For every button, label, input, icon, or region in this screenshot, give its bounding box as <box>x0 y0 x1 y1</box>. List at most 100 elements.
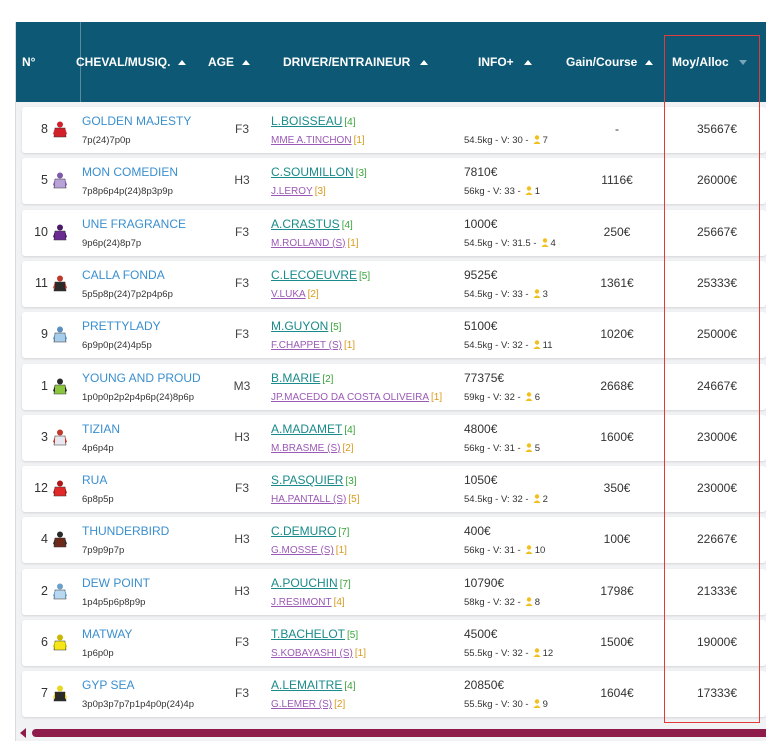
driver-link[interactable]: A.POUCHIN [7] <box>271 576 351 590</box>
horse-age: H3 <box>234 583 250 598</box>
jockey-silk-icon <box>53 172 67 190</box>
table-row[interactable]: 11 CALLA FONDA 5p5p8p(24)7p2p4p6p F3 C.LECOE… <box>22 260 766 307</box>
driver-link[interactable]: C.DEMURO [7] <box>271 524 349 538</box>
table-row[interactable]: 8 GOLDEN MAJESTY 7p(24)7p0p F3 L.BOISSEAU [4]… <box>22 107 766 153</box>
info-earnings: 4500€ <box>464 627 498 641</box>
horse-name-link[interactable]: TIZIAN <box>82 421 120 436</box>
person-icon <box>521 391 535 403</box>
driver-name: C.LECOEUVRE <box>271 267 358 282</box>
table-row[interactable]: 3 TIZIAN 4p6p4p H3 A.MADAMET [4] M.BRASME (S)[… <box>22 414 766 461</box>
driver-rank: [5] <box>330 322 342 334</box>
trainer-link[interactable]: MME A.TINCHON [1] <box>271 135 365 146</box>
horse-name-link[interactable]: UNE FRAGRANCE <box>82 216 187 231</box>
trainer-rank: [1] <box>343 340 356 352</box>
table-row[interactable]: 12 RUA 6p8p5p F3 S.PASQUIER [3] HA.PANTALL (S)… <box>22 466 766 513</box>
trainer-link[interactable]: S.KOBAYASHI (S) [1] <box>271 648 366 659</box>
driver-link[interactable]: A.CRASTUS [4] <box>271 217 353 231</box>
table-row[interactable]: 2 DEW POINT 1p4p5p6p8p9p H3 A.POUCHIN [7] J.RE… <box>22 568 766 615</box>
person-icon <box>529 340 543 351</box>
trainer-link[interactable]: F.CHAPPET (S) [1] <box>271 340 355 351</box>
avg-allocation: 22667€ <box>696 532 738 547</box>
horse-name-link[interactable]: MON COMEDIEN <box>82 165 178 180</box>
horse-name-link[interactable]: GOLDEN MAJESTY <box>82 114 192 128</box>
driver-link[interactable]: C.SOUMILLON [3] <box>271 165 367 179</box>
header-num[interactable]: N° <box>22 22 35 102</box>
header-moy[interactable]: Moy/Alloc <box>672 22 747 102</box>
horse-name-link[interactable]: MATWAY <box>82 627 133 641</box>
horse-name-link[interactable]: PRETTYLADY <box>82 319 161 334</box>
info-count: 2 <box>542 494 548 506</box>
info-earnings: 400€ <box>464 524 491 539</box>
horse-name-link[interactable]: GYP SEA <box>82 678 135 693</box>
trainer-name: V.LUKA <box>271 288 306 300</box>
horse-name-link[interactable]: THUNDERBIRD <box>82 524 170 539</box>
horse-number: 4 <box>41 532 48 547</box>
trainer-link[interactable]: G.MOSSE (S) [1] <box>271 545 347 556</box>
avg-allocation: 19000€ <box>696 635 738 649</box>
trainer-link[interactable]: HA.PANTALL (S) [5] <box>271 494 360 505</box>
person-icon <box>529 494 543 505</box>
driver-link[interactable]: A.LEMAITRE [4] <box>271 678 355 692</box>
driver-link[interactable]: S.PASQUIER [3] <box>271 473 357 487</box>
driver-link[interactable]: B.MARIE [2] <box>271 371 333 385</box>
header-cheval[interactable]: CHEVAL/MUSIQ. <box>76 22 187 102</box>
info-earnings: 1000€ <box>464 216 498 231</box>
scroll-thumb[interactable] <box>32 729 766 737</box>
driver-name: M.GUYON <box>271 319 329 334</box>
scroll-left-arrow-icon[interactable] <box>20 728 26 738</box>
info-weight: 59kg - V: 32 - <box>464 391 521 403</box>
info-count: 7 <box>542 135 548 146</box>
driver-link[interactable]: M.GUYON [5] <box>271 319 341 333</box>
trainer-link[interactable]: J.LEROY [3] <box>271 186 326 197</box>
gain-per-race: 1600€ <box>600 429 634 444</box>
highlight-box <box>664 35 760 723</box>
driver-name: T.BACHELOT <box>271 627 346 641</box>
gain-per-race: 1798€ <box>600 583 634 598</box>
driver-link[interactable]: C.LECOEUVRE [5] <box>271 268 370 282</box>
horse-music: 7p8p6p4p(24)8p3p9p <box>82 186 173 198</box>
info-earnings: 5100€ <box>464 319 498 334</box>
trainer-name: J.RESIMONT <box>271 596 332 608</box>
gain-per-race: 1500€ <box>600 635 634 649</box>
horse-age: F3 <box>234 635 249 649</box>
info-weight: 54.5kg - V: 32 - <box>464 340 529 352</box>
trainer-link[interactable]: JP.MACEDO DA COSTA OLIVEIRA [1] <box>271 392 442 403</box>
table-row[interactable]: 4 THUNDERBIRD 7p9p9p7p H3 C.DEMURO [7] G.MOSSE… <box>22 517 766 564</box>
driver-link[interactable]: T.BACHELOT [5] <box>271 627 358 641</box>
info-weight: 54.5kg - V: 31.5 - <box>464 237 537 249</box>
horse-name-link[interactable]: RUA <box>82 473 108 488</box>
horse-name-link[interactable]: DEW POINT <box>82 575 150 590</box>
driver-link[interactable]: L.BOISSEAU [4] <box>271 114 356 128</box>
table-row[interactable]: 1 YOUNG AND PROUD 1p0p0p2p2p4p6p(24)8p6p M3… <box>22 363 766 410</box>
table-row[interactable]: 5 MON COMEDIEN 7p8p6p4p(24)8p3p9p H3 C.SOUMI… <box>22 158 766 205</box>
sort-arrow-down-icon <box>738 59 747 65</box>
horse-name-link[interactable]: YOUNG AND PROUD <box>82 370 201 385</box>
header-gain[interactable]: Gain/Course <box>566 22 654 102</box>
horse-music: 6p8p5p <box>82 494 114 506</box>
horse-name-link[interactable]: CALLA FONDA <box>82 267 165 282</box>
table-row[interactable]: 6 MATWAY 1p6p0p F3 T.BACHELOT [5] S.KOBAYASHI … <box>22 620 766 666</box>
horse-age: H3 <box>234 532 250 547</box>
gain-per-race: 100€ <box>603 532 631 547</box>
info-count: 11 <box>542 340 553 352</box>
trainer-link[interactable]: G.LEMER (S) [2] <box>271 699 345 710</box>
trainer-rank: [2] <box>342 442 354 454</box>
driver-name: C.DEMURO <box>271 524 337 539</box>
horse-age: M3 <box>233 378 251 393</box>
trainer-link[interactable]: J.RESIMONT [4] <box>271 597 345 608</box>
horse-number: 5 <box>41 173 48 188</box>
header-info[interactable]: INFO+ <box>478 22 532 102</box>
horse-music: 5p5p8p(24)7p2p4p6p <box>82 288 173 300</box>
table-row[interactable]: 10 UNE FRAGRANCE 9p6p(24)8p7p F3 A.CRASTUS [4… <box>22 209 766 256</box>
trainer-link[interactable]: M.BRASME (S) [2] <box>271 443 354 454</box>
driver-link[interactable]: A.MADAMET [4] <box>271 422 355 436</box>
trainer-link[interactable]: M.ROLLAND (S) [1] <box>271 238 359 249</box>
info-count: 9 <box>542 699 548 711</box>
table-row[interactable]: 7 GYP SEA 3p0p3p7p7p1p4p0p(24)4p F3 A.LEMAIT… <box>22 671 766 718</box>
horizontal-scrollbar[interactable] <box>16 728 766 738</box>
header-driver[interactable]: DRIVER/ENTRAINEUR <box>283 22 429 102</box>
trainer-link[interactable]: V.LUKA [2] <box>271 289 319 300</box>
table-row[interactable]: 9 PRETTYLADY 6p9p0p(24)4p5p F3 M.GUYON [5] F.C… <box>22 312 766 359</box>
header-age[interactable]: AGE <box>208 22 251 102</box>
driver-rank: [4] <box>341 219 353 231</box>
